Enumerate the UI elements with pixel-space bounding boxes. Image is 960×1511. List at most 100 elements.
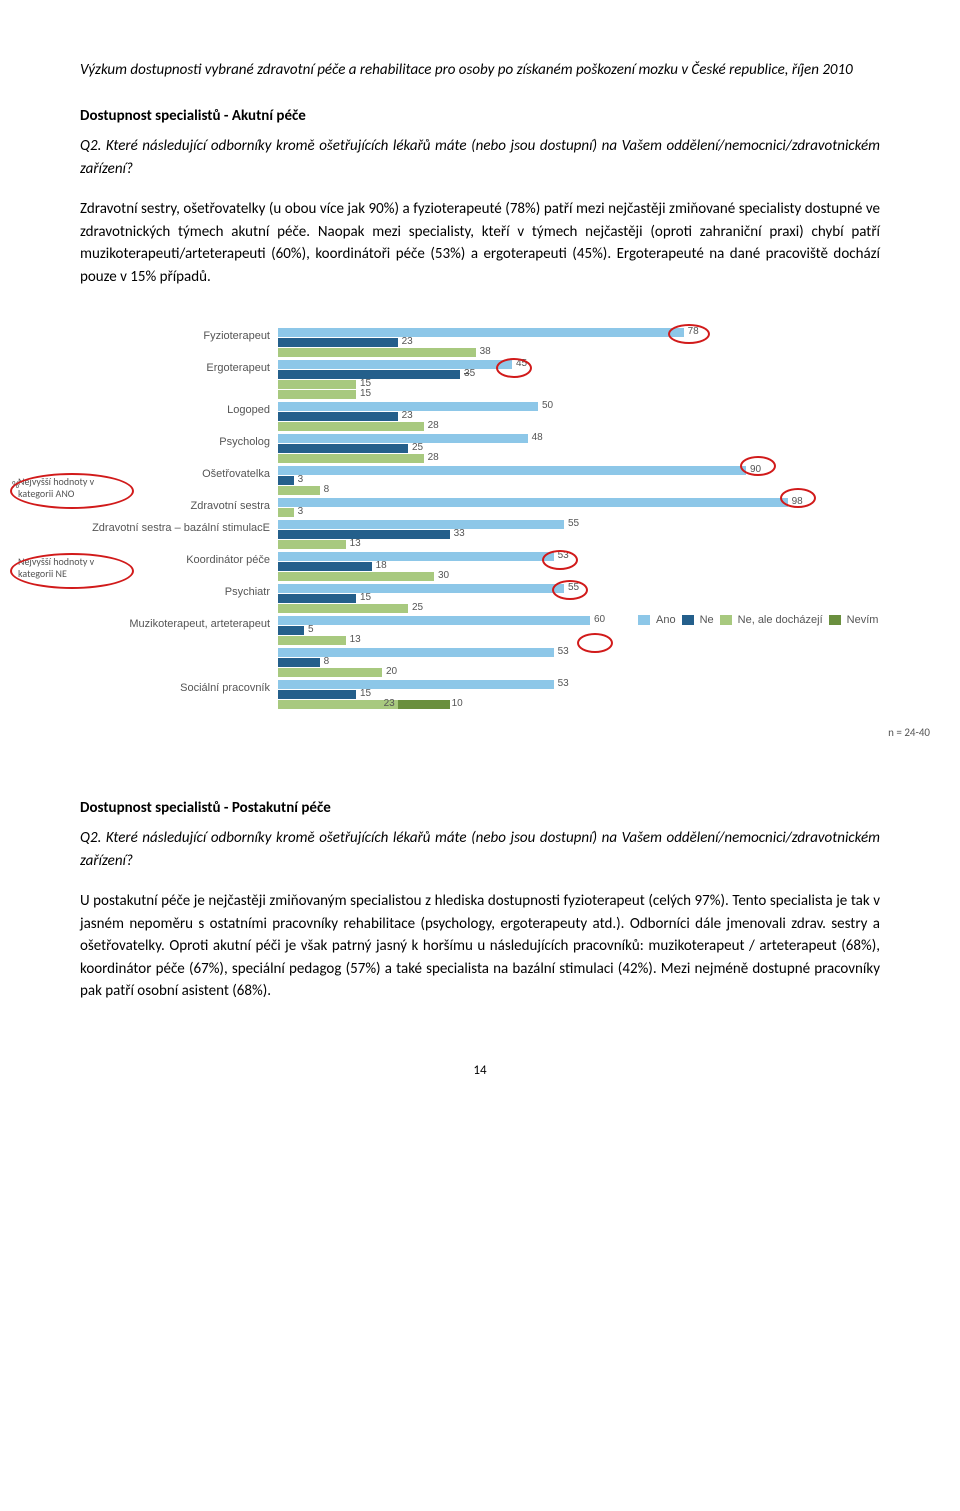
- chart-row: Fyzioterapeut782338: [80, 328, 890, 358]
- bar-value: 38: [476, 346, 491, 357]
- bar-value: 35: [460, 368, 475, 379]
- row-bars: 45351515: [278, 360, 890, 400]
- row-label: Ergoterapeut: [80, 360, 278, 374]
- bar-segment: 5: [278, 626, 304, 635]
- bar-value: 3: [294, 506, 304, 517]
- row-bars: 482528: [278, 434, 890, 464]
- row-label: Psychiatr: [80, 584, 278, 598]
- bar-segment: 25: [278, 444, 408, 453]
- bar-segment: 28: [278, 454, 424, 463]
- row-bars: 983: [278, 498, 890, 518]
- bar-segment: 53: [278, 552, 554, 561]
- bar-value: 18: [372, 560, 387, 571]
- bar-value: 25: [408, 602, 423, 613]
- bar-segment: 60: [278, 616, 590, 625]
- row-bars: 782338: [278, 328, 890, 358]
- bar-segment: 15: [278, 380, 356, 389]
- q2b-text: Q2. Které následující odborníky kromě oš…: [80, 827, 880, 872]
- bar-segment: 98: [278, 498, 788, 507]
- bar-value: 13: [346, 538, 361, 549]
- chart-legend: AnoNeNe, ale docházejíNevím: [638, 614, 878, 626]
- bar-segment: 13: [278, 636, 346, 645]
- bar-segment: 28: [278, 422, 424, 431]
- row-label: Koordinátor péče: [80, 552, 278, 566]
- bar-value: 8: [320, 656, 330, 667]
- chart-row: Ošetřovatelka9038: [80, 466, 890, 496]
- row-bars: 551525: [278, 584, 890, 614]
- bar-value: 50: [538, 400, 553, 411]
- bar-segment: 38: [278, 348, 476, 357]
- chart-row: Logoped502328: [80, 402, 890, 432]
- chart-row: 53820: [80, 648, 890, 678]
- chart-row: Zdravotní sestra983: [80, 498, 890, 518]
- section1-title: Dostupnost specialistů - Akutní péče: [80, 107, 880, 125]
- bar-value: 53: [554, 550, 569, 561]
- bar-value: 15: [356, 592, 371, 603]
- bar-chart: Fyzioterapeut782338Ergoterapeut45351515L…: [80, 328, 890, 709]
- row-label: Psycholog: [80, 434, 278, 448]
- q2-text: Q2. Které následující odborníky kromě oš…: [80, 135, 880, 180]
- paragraph-2: U postakutní péče je nejčastěji zmiňovan…: [80, 890, 880, 1003]
- chart-row: Sociální pracovník53152310: [80, 680, 890, 709]
- page-number: 14: [80, 1063, 880, 1078]
- bar-value: 23: [398, 410, 413, 421]
- bar-value: 78: [684, 326, 699, 337]
- row-bars: 502328: [278, 402, 890, 432]
- n-label: n = 24-40: [888, 726, 930, 739]
- bar-value: 20: [382, 666, 397, 677]
- bar-segment: 3: [278, 508, 294, 517]
- bar-value: 5: [304, 624, 314, 635]
- bar-value: 48: [528, 432, 543, 443]
- bar-value: 13: [346, 634, 361, 645]
- row-bars: 531830: [278, 552, 890, 582]
- bar-segment: 30: [278, 572, 434, 581]
- bar-segment: 3: [278, 476, 294, 485]
- bar-segment: 13: [278, 540, 346, 549]
- bar-value: 8: [320, 484, 330, 495]
- chart-row: Zdravotní sestra – bazální stimulacE 55 33…: [80, 520, 890, 550]
- page-header: Výzkum dostupnosti vybrané zdravotní péč…: [80, 60, 880, 81]
- bar-segment: 90: [278, 466, 746, 475]
- row-bars: 53820: [278, 648, 890, 678]
- chart-row: Psychiatr551525: [80, 584, 890, 614]
- row-bars: 60513AnoNeNe, ale docházejíNevím: [278, 616, 890, 646]
- bar-value: 60: [590, 614, 605, 625]
- bar-segment: 23: [278, 338, 398, 347]
- chart-row: Koordinátor péče531830: [80, 552, 890, 582]
- chart-row: Ergoterapeut45351515: [80, 360, 890, 400]
- row-label: Fyzioterapeut: [80, 328, 278, 342]
- row-label: Muzikoterapeut, arteterapeut: [80, 616, 278, 630]
- chart-container: % Nejvyšší hodnoty vkategorii ANO Nejvyš…: [80, 328, 890, 709]
- bar-segment: 25: [278, 604, 408, 613]
- bar-value: 3: [294, 474, 304, 485]
- row-label: Ošetřovatelka: [80, 466, 278, 480]
- bar-value: 25: [408, 442, 423, 453]
- row-label: Zdravotní sestra – bazální stimulacE: [80, 520, 278, 534]
- row-bars: 53152310: [278, 680, 890, 709]
- paragraph-1: Zdravotní sestry, ošetřovatelky (u obou …: [80, 198, 880, 288]
- bar-value: 55: [564, 518, 579, 529]
- row-bars: 553313: [278, 520, 890, 550]
- bar-value: 53: [554, 646, 569, 657]
- bar-segment: 15: [278, 594, 356, 603]
- bar-value: 45: [512, 358, 527, 369]
- bar-segment: 78: [278, 328, 684, 337]
- bar-value: 23: [398, 336, 413, 347]
- bar-segment: 48: [278, 434, 528, 443]
- bar-value: 55: [564, 582, 579, 593]
- bar-segment: 20: [278, 668, 382, 677]
- bar-segment: 8: [278, 486, 320, 495]
- row-label: [80, 648, 278, 650]
- bar-value: 28: [424, 420, 439, 431]
- chart-row: Psycholog482528: [80, 434, 890, 464]
- section2-title: Dostupnost specialistů - Postakutní péče: [80, 799, 880, 817]
- bar-segment: 33: [278, 530, 450, 539]
- row-label: Logoped: [80, 402, 278, 416]
- bar-value: 30: [434, 570, 449, 581]
- row-label: Zdravotní sestra: [80, 498, 278, 512]
- bar-value: 33: [450, 528, 465, 539]
- row-label: Sociální pracovník: [80, 680, 278, 694]
- bar-segment: 23: [278, 412, 398, 421]
- chart-row: Muzikoterapeut, arteterapeut60513AnoNeNe…: [80, 616, 890, 646]
- bar-segment: 8: [278, 658, 320, 667]
